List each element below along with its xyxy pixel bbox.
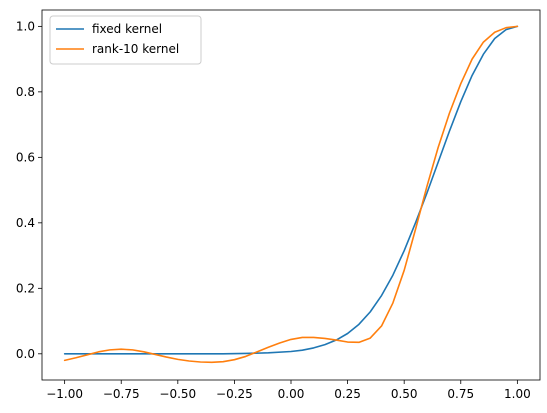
legend: fixed kernel rank-10 kernel	[49, 15, 202, 65]
x-tick-label: 0.00	[278, 387, 305, 401]
y-tick-label: 0.4	[16, 216, 35, 230]
legend-box	[49, 15, 202, 65]
x-tick-label: 1.00	[504, 387, 531, 401]
y-tick-label: 0.6	[16, 150, 35, 164]
plot-area-frame	[41, 9, 541, 381]
x-axis: −1.00 −0.75 −0.50 −0.25 0.00 0.25 0.50 0.75 1.00	[46, 380, 531, 401]
y-tick-label: 1.0	[16, 19, 35, 33]
legend-label-1: rank-10 kernel	[92, 42, 179, 56]
series-line-1	[63, 25, 519, 364]
x-tick-label: −0.75	[103, 387, 140, 401]
x-tick-label: 0.25	[334, 387, 361, 401]
series-line-0	[63, 25, 519, 355]
y-tick-label: 0.8	[16, 85, 35, 99]
y-axis: 0.0 0.2 0.4 0.6 0.8 1.0	[16, 19, 42, 361]
legend-label-0: fixed kernel	[92, 22, 162, 36]
y-tick-label: 0.2	[16, 281, 35, 295]
x-tick-label: −0.25	[216, 387, 253, 401]
series-layer	[63, 25, 519, 364]
x-tick-label: −1.00	[46, 387, 83, 401]
x-tick-label: 0.50	[391, 387, 418, 401]
x-tick-label: −0.50	[159, 387, 196, 401]
y-tick-label: 0.0	[16, 347, 35, 361]
x-tick-label: 0.75	[447, 387, 474, 401]
